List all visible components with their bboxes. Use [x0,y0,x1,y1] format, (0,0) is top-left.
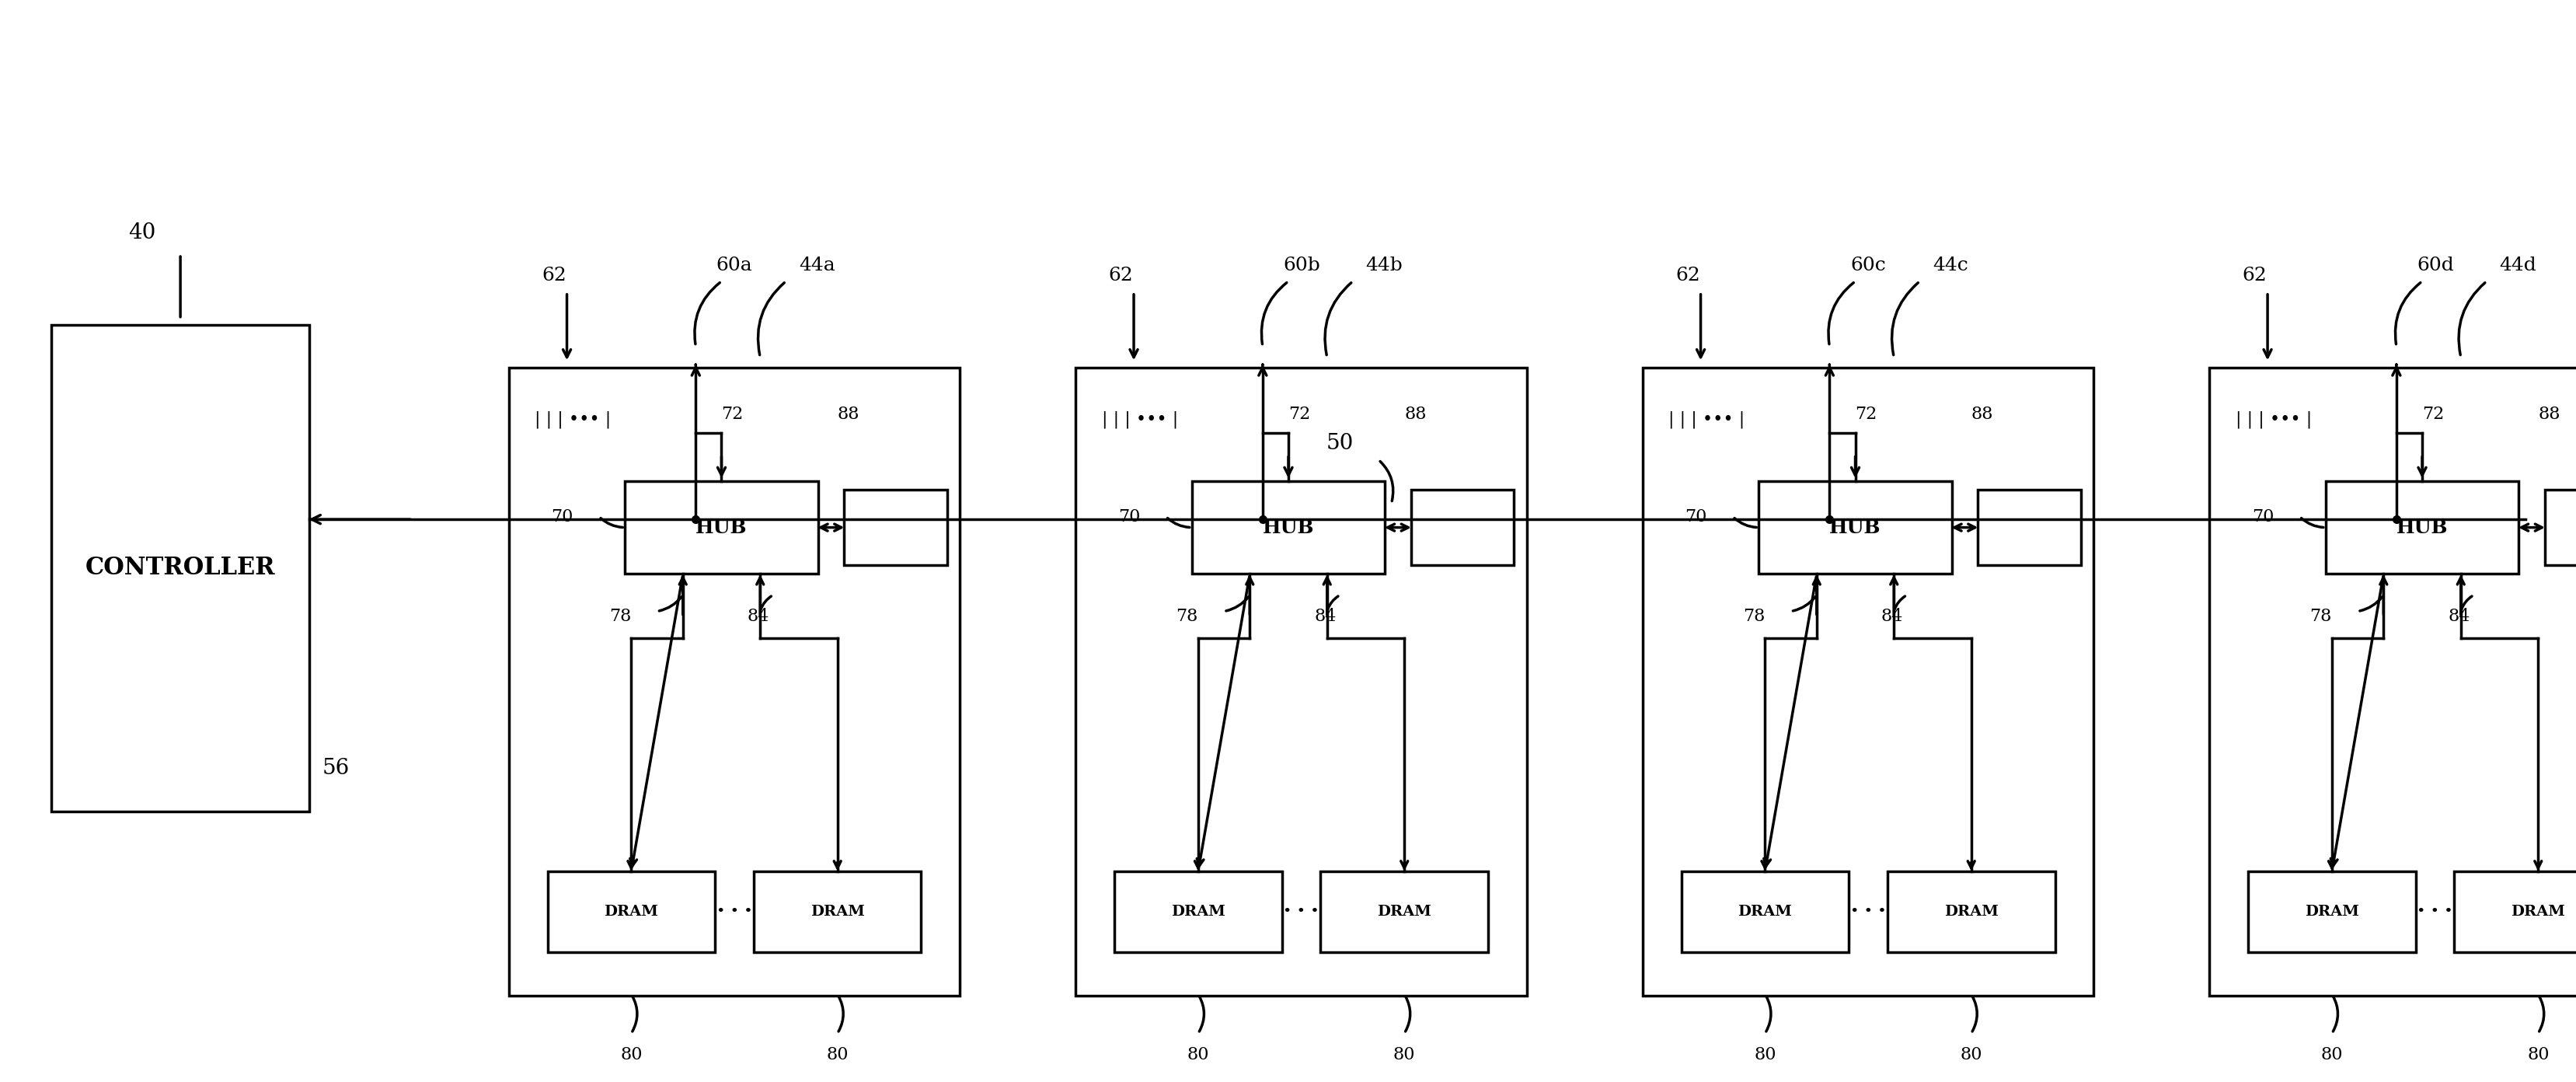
Bar [1412,490,1515,565]
Bar [52,325,309,812]
Text: 62: 62 [1108,267,1133,285]
Text: 50: 50 [1327,433,1352,454]
Text: 84: 84 [1880,608,1904,625]
Bar [1113,871,1283,952]
Bar [546,871,714,952]
Text: DRAM: DRAM [2303,905,2360,919]
Text: 70: 70 [1685,509,1705,525]
Text: HUB: HUB [1829,518,1880,537]
Text: HUB: HUB [696,518,747,537]
Text: 40: 40 [129,222,155,243]
Text: 56: 56 [322,757,350,779]
Text: 70: 70 [2251,509,2272,525]
Text: 88: 88 [1971,406,1994,423]
Text: 80: 80 [2527,1046,2548,1064]
Text: 80: 80 [2321,1046,2342,1064]
Bar [1321,871,1489,952]
Text: 88: 88 [1404,406,1427,423]
Bar [752,871,920,952]
Bar [2246,871,2416,952]
Text: 70: 70 [551,509,572,525]
Text: 84: 84 [747,608,770,625]
Text: 72: 72 [1855,406,1878,423]
Text: HUB: HUB [2396,518,2447,537]
Bar [1978,490,2081,565]
Text: 78: 78 [1175,608,1198,625]
Bar [623,481,817,573]
Text: DRAM: DRAM [1736,905,1793,919]
Text: • • •: • • • [1850,905,1886,919]
Bar [2208,368,2576,995]
Text: 44d: 44d [2499,256,2535,274]
Text: 80: 80 [621,1046,641,1064]
Bar [507,368,958,995]
Text: | | | ••• |: | | | ••• | [1100,411,1177,428]
Text: 60d: 60d [2416,256,2452,274]
Text: DRAM: DRAM [1170,905,1226,919]
Text: 80: 80 [827,1046,848,1064]
Bar [1886,871,2056,952]
Text: 70: 70 [1118,509,1139,525]
Text: 78: 78 [1741,608,1765,625]
Bar [842,490,945,565]
Text: | | | ••• |: | | | ••• | [533,411,611,428]
Text: 88: 88 [837,406,860,423]
Text: DRAM: DRAM [2509,905,2566,919]
Text: 72: 72 [721,406,744,423]
Text: 60a: 60a [716,256,752,274]
Bar [1757,481,1953,573]
Text: 80: 80 [1754,1046,1775,1064]
Text: 60b: 60b [1283,256,1319,274]
Bar [2324,481,2517,573]
Text: DRAM: DRAM [1376,905,1432,919]
Bar [2452,871,2576,952]
Text: 72: 72 [2421,406,2445,423]
Bar [1641,368,2092,995]
Text: HUB: HUB [1262,518,1314,537]
Text: DRAM: DRAM [603,905,659,919]
Text: DRAM: DRAM [809,905,866,919]
Text: 44b: 44b [1365,256,1401,274]
Text: 62: 62 [541,267,567,285]
Text: 84: 84 [2447,608,2470,625]
Text: 80: 80 [1188,1046,1208,1064]
Text: 84: 84 [1314,608,1337,625]
Bar [1680,871,1847,952]
Text: 44c: 44c [1932,256,1968,274]
Text: 62: 62 [1674,267,1700,285]
Text: 72: 72 [1288,406,1311,423]
Bar [2543,490,2576,565]
Text: 80: 80 [1960,1046,1981,1064]
Text: 60c: 60c [1850,256,1886,274]
Text: | | | ••• |: | | | ••• | [1669,411,1744,428]
Bar [1190,481,1386,573]
Bar [1077,368,1525,995]
Text: • • •: • • • [2416,905,2452,919]
Text: DRAM: DRAM [1942,905,1999,919]
Text: • • •: • • • [1283,905,1319,919]
Text: 62: 62 [2241,267,2267,285]
Text: 80: 80 [1394,1046,1414,1064]
Text: 78: 78 [2308,608,2331,625]
Text: 78: 78 [608,608,631,625]
Text: 44a: 44a [799,256,835,274]
Text: | | | ••• |: | | | ••• | [2233,411,2311,428]
Text: 88: 88 [2537,406,2561,423]
Text: CONTROLLER: CONTROLLER [85,556,276,580]
Text: • • •: • • • [716,905,752,919]
